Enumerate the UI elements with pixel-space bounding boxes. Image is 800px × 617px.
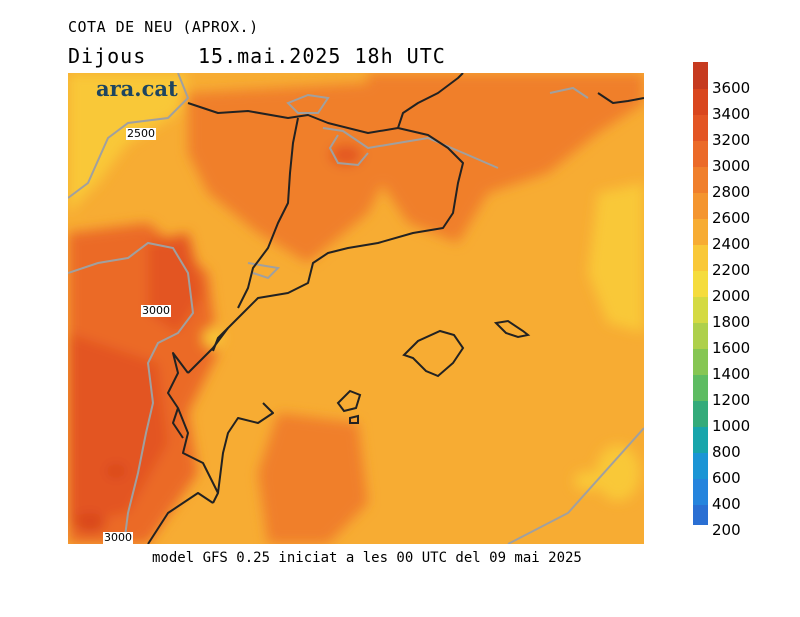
legend-label: 3400 [712,105,751,123]
legend-label: 2800 [712,183,751,201]
legend-swatch [693,89,708,115]
snow-level-field [68,73,644,544]
coastlines-borders [147,73,644,544]
legend-label: 1800 [712,313,751,331]
legend-label: 1400 [712,365,751,383]
contour-label-3000-bottom: 3000 [103,531,133,544]
legend-label: 1000 [712,417,751,435]
legend-swatch [693,297,708,323]
legend-swatch [693,245,708,271]
legend-swatch [693,323,708,349]
legend-label: 200 [712,521,741,539]
legend-swatch [693,141,708,167]
model-run-info: model GFS 0.25 iniciat a les 00 UTC del … [152,550,582,566]
legend-label: 1600 [712,339,751,357]
legend-swatch [693,349,708,375]
legend-swatch [693,453,708,479]
contour-label-2500: 2500 [126,127,156,140]
snow-level-map [68,73,644,544]
legend-swatch [693,401,708,427]
legend-swatch [693,115,708,141]
legend-label: 3600 [712,79,751,97]
legend-label: 2000 [712,287,751,305]
legend-label: 400 [712,495,741,513]
contour-label-3000-mid: 3000 [141,304,171,317]
legend-swatch [693,62,708,89]
forecast-day: Dijous [68,44,147,68]
legend-label: 2400 [712,235,751,253]
legend-color-bar [693,62,708,555]
legend-label: 2600 [712,209,751,227]
islands [336,319,531,424]
legend-swatch [693,219,708,245]
legend-swatch [693,375,708,401]
legend-swatch [693,167,708,193]
legend-label: 800 [712,443,741,461]
legend-label: 1200 [712,391,751,409]
legend-swatch [693,193,708,219]
legend-label: 3000 [712,157,751,175]
legend-label: 3200 [712,131,751,149]
legend-swatch [693,505,708,525]
legend-label: 2200 [712,261,751,279]
chart-title: COTA DE NEU (APROX.) [68,18,259,36]
forecast-datetime: 15.mai.2025 18h UTC [198,44,446,68]
legend-swatch [693,271,708,297]
legend-swatch [693,427,708,453]
ara-cat-logo: ara.cat [96,76,178,101]
contour-lines [68,73,644,544]
legend-swatch [693,479,708,505]
legend-label: 600 [712,469,741,487]
